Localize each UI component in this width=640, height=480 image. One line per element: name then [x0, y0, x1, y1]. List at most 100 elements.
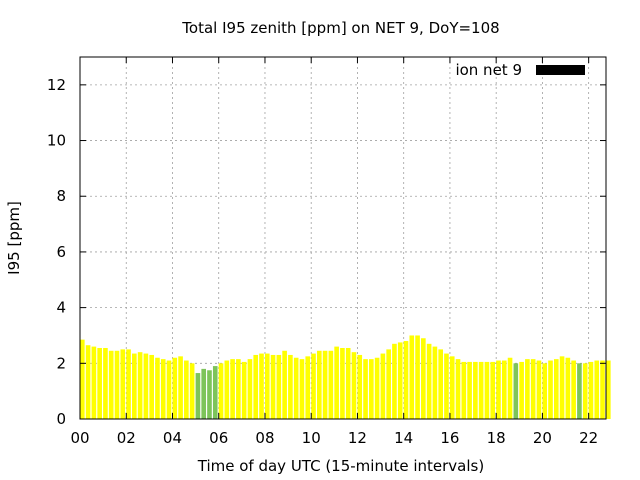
- y-tick-label: 0: [56, 410, 66, 428]
- bar: [345, 347, 351, 419]
- y-tick-label: 10: [47, 132, 66, 150]
- bar: [201, 368, 207, 419]
- y-tick-label: 8: [56, 187, 66, 205]
- bar: [363, 359, 368, 419]
- legend-swatch: [536, 65, 585, 75]
- bar: [97, 347, 102, 419]
- bar: [530, 359, 536, 419]
- x-tick-label: 20: [533, 429, 552, 447]
- bar: [91, 346, 97, 419]
- bar: [322, 350, 328, 419]
- y-tick-label: 4: [56, 299, 66, 317]
- bar: [155, 357, 160, 419]
- bar: [600, 360, 605, 419]
- bar: [507, 357, 513, 419]
- bar: [137, 352, 143, 419]
- bar: [380, 353, 386, 419]
- bar: [444, 353, 449, 419]
- bar: [582, 363, 588, 419]
- bar: [426, 343, 432, 419]
- bar: [218, 363, 224, 419]
- bar: [496, 360, 501, 419]
- bar: [172, 357, 178, 419]
- bar: [259, 353, 264, 419]
- bar: [334, 346, 339, 419]
- bar: [103, 347, 108, 419]
- bar: [553, 359, 559, 419]
- y-axis-label: I95 [ppm]: [5, 201, 23, 275]
- bar: [536, 360, 542, 419]
- bar: [513, 363, 519, 419]
- plot-frame: [79, 56, 607, 420]
- bar: [166, 360, 172, 419]
- grid-lines: [80, 57, 606, 419]
- bar: [571, 360, 576, 419]
- x-tick-label: 00: [70, 429, 89, 447]
- bar: [212, 366, 218, 419]
- bar: [195, 373, 201, 419]
- x-tick-label: 14: [394, 429, 413, 447]
- bar: [415, 335, 420, 419]
- bar: [467, 361, 472, 419]
- bar: [108, 350, 114, 419]
- x-tick-label: 18: [487, 429, 506, 447]
- x-tick-label: 08: [255, 429, 274, 447]
- bar: [160, 359, 166, 419]
- bar: [236, 359, 241, 419]
- bar: [311, 353, 316, 419]
- y-tick-label: 2: [56, 354, 66, 372]
- bar: [484, 361, 490, 419]
- bar: [525, 359, 530, 419]
- bar: [207, 370, 212, 419]
- bar: [293, 357, 299, 419]
- x-axis-label: Time of day UTC (15-minute intervals): [197, 457, 484, 475]
- bar: [178, 356, 183, 419]
- bar: [438, 349, 443, 419]
- bar: [80, 339, 85, 419]
- bar: [490, 361, 496, 419]
- legend-label: ion net 9: [455, 61, 522, 79]
- bar: [386, 349, 391, 419]
- bar: [114, 350, 120, 419]
- bar: [473, 361, 478, 419]
- bar: [421, 338, 426, 419]
- bar: [455, 359, 461, 419]
- x-tick-label: 22: [579, 429, 598, 447]
- bar: [501, 360, 507, 419]
- bar: [403, 341, 409, 419]
- bar: [305, 356, 311, 419]
- bar: [120, 349, 126, 419]
- bar: [548, 360, 553, 419]
- legend: ion net 9: [455, 61, 585, 79]
- bar: [132, 353, 137, 419]
- bar: [577, 363, 582, 419]
- chart-title: Total I95 zenith [ppm] on NET 9, DoY=108: [181, 19, 499, 37]
- bar: [351, 352, 357, 419]
- bars: [80, 335, 611, 419]
- bar: [299, 359, 305, 419]
- bar: [409, 335, 415, 419]
- bar: [241, 361, 247, 419]
- bar: [328, 350, 334, 419]
- bar: [184, 360, 189, 419]
- bar: [247, 359, 253, 419]
- bar: [559, 356, 565, 419]
- bar: [264, 353, 270, 419]
- x-tick-label: 06: [209, 429, 228, 447]
- y-tick-label: 12: [47, 76, 66, 94]
- bar: [270, 354, 276, 419]
- x-tick-label: 04: [163, 429, 182, 447]
- bar: [288, 354, 293, 419]
- bar: [449, 356, 455, 419]
- bar: [340, 347, 345, 419]
- bar: [369, 359, 374, 419]
- bar: [143, 353, 149, 419]
- bar: [316, 350, 322, 419]
- bar: [189, 363, 195, 419]
- bar: [588, 361, 594, 419]
- bar: [606, 360, 611, 419]
- x-tick-label: 12: [348, 429, 367, 447]
- bar: [594, 360, 600, 419]
- bar: [478, 361, 484, 419]
